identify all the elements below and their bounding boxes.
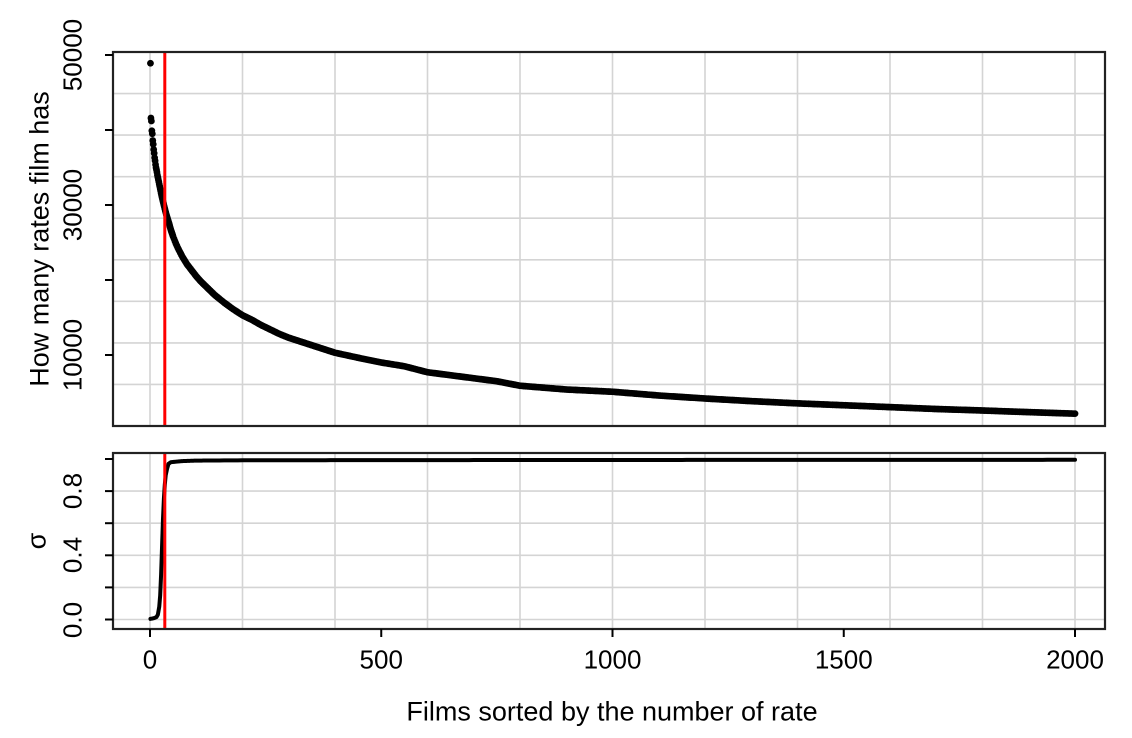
top-y-tick-label: 30000 xyxy=(57,168,88,242)
top-y-tick-label: 50000 xyxy=(57,18,88,92)
bottom-y-axis-title-sigma: σ xyxy=(21,532,52,550)
x-tick-label: 500 xyxy=(359,644,403,675)
x-tick-label: 2000 xyxy=(1046,644,1104,675)
bottom-y-tick-label: 0.0 xyxy=(57,601,88,638)
top-y-axis-title: How many rates film has xyxy=(24,91,55,387)
bottom-y-tick-label: 0.8 xyxy=(57,473,88,510)
x-tick-label: 1000 xyxy=(583,644,642,675)
x-tick-label: 1500 xyxy=(814,644,873,675)
top-y-tick-label: 10000 xyxy=(57,318,88,392)
x-tick-label: 0 xyxy=(142,644,158,675)
x-axis-title: Films sorted by the number of rate xyxy=(406,696,818,727)
bottom-y-tick-label: 0.4 xyxy=(57,537,88,574)
